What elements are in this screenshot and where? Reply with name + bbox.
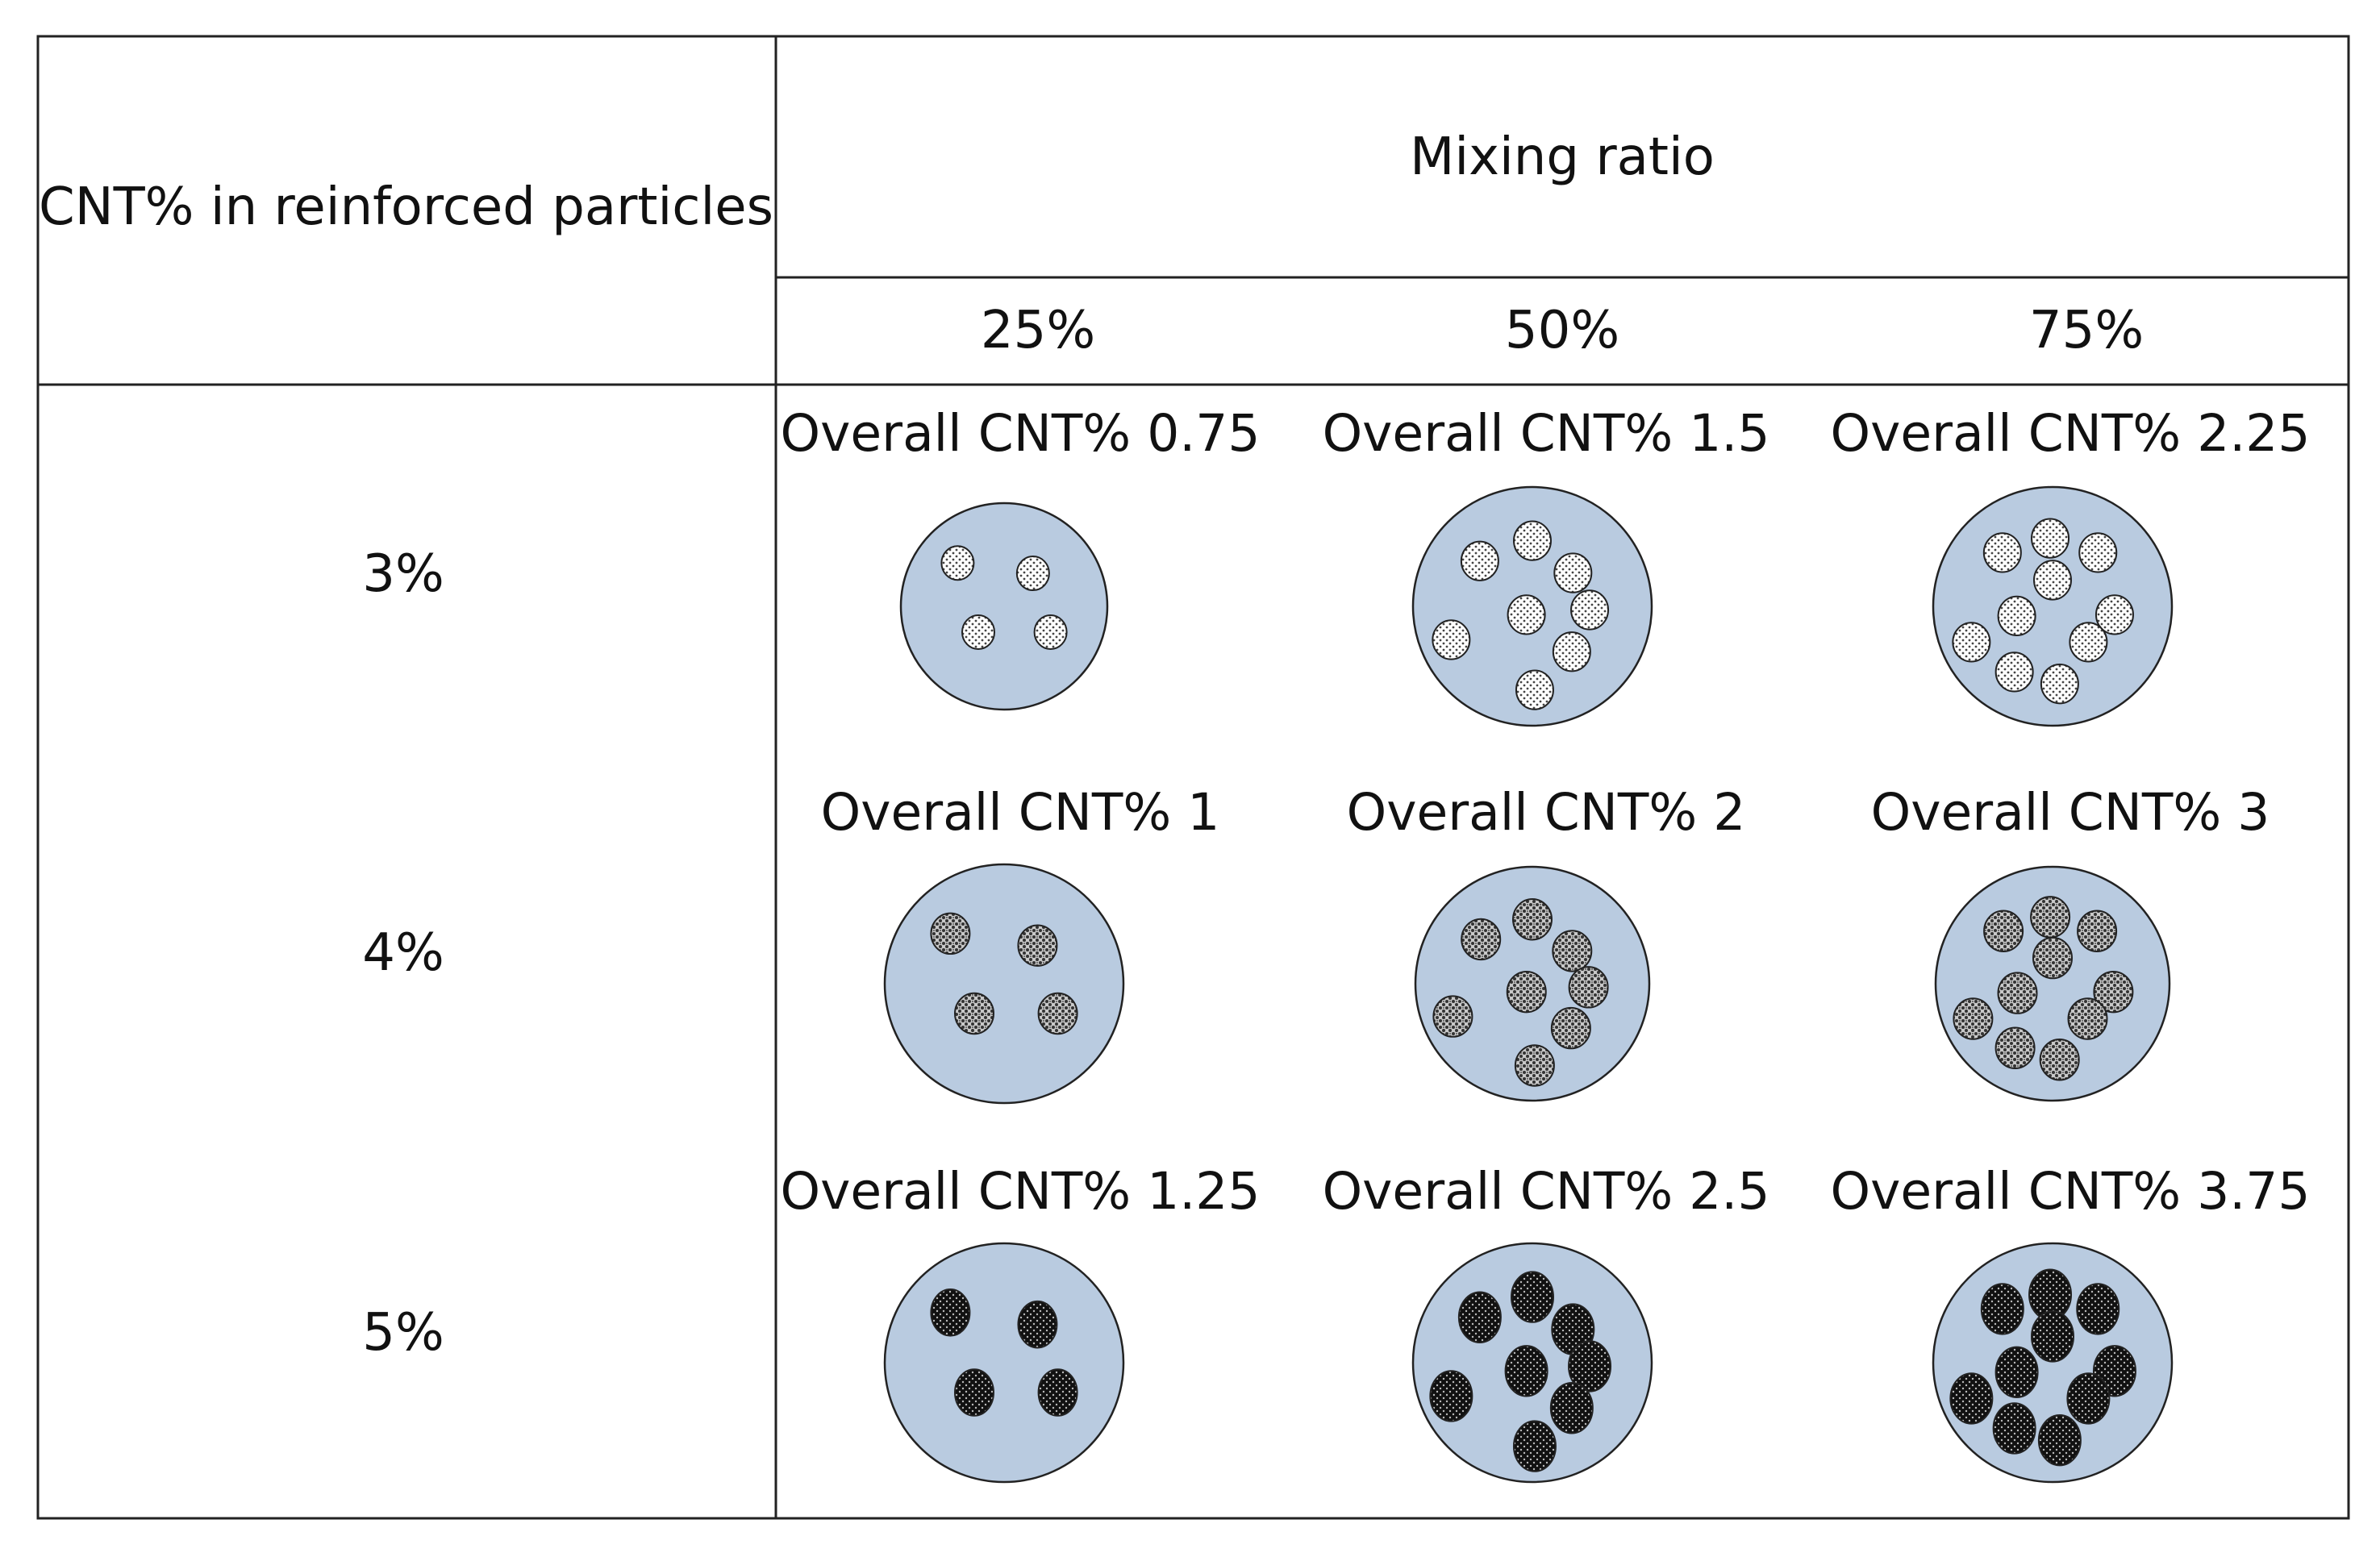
- particle-r2-c3-1: [1983, 910, 2024, 952]
- ratio-75: 75%: [2028, 301, 2145, 360]
- column-header-label: Mixing ratio: [1410, 127, 1715, 187]
- caption-r3-c3: Overall CNT% 3.75: [1830, 1161, 2311, 1221]
- particle-r1-c2-5: [1507, 594, 1546, 635]
- particle-r1-c3-1: [1982, 532, 2022, 573]
- particle-r1-c3-5: [1997, 595, 2036, 636]
- particle-r1-c1-1: [940, 545, 975, 581]
- particle-r1-c1-4: [1033, 614, 1068, 650]
- ratio-50: 50%: [1504, 301, 1620, 360]
- particle-r3-c1-4: [1037, 1368, 1078, 1417]
- particle-r3-c3-3: [2076, 1283, 2120, 1335]
- particle-r3-c3-10: [2066, 1372, 2111, 1425]
- particle-r3-c2-7: [1549, 1382, 1594, 1434]
- particle-r3-c2-5: [1504, 1345, 1548, 1397]
- particle-r3-c3-8: [1992, 1402, 2036, 1455]
- caption-r3-c2: Overall CNT% 2.5: [1322, 1161, 1770, 1221]
- particle-r1-c2-7: [1552, 631, 1591, 672]
- particle-r2-c2-2: [1512, 898, 1553, 941]
- particle-r2-c3-5: [1997, 972, 2038, 1014]
- caption-r1-c3: Overall CNT% 2.25: [1830, 403, 2311, 463]
- particle-r2-c3-6: [2093, 970, 2134, 1014]
- row-label-3pct: 3%: [362, 544, 444, 604]
- particle-r2-c2-8: [1514, 1044, 1555, 1087]
- particle-r3-c1-3: [954, 1368, 994, 1417]
- particle-r2-c2-3: [1552, 930, 1593, 972]
- particle-r2-c2-1: [1461, 918, 1502, 961]
- matrix-circle-r2-c1: [883, 863, 1125, 1105]
- particle-r3-c3-4: [2031, 1310, 2074, 1363]
- particle-r3-c3-9: [2037, 1414, 2082, 1467]
- particle-r3-c1-1: [930, 1288, 971, 1337]
- particle-r2-c3-9: [2039, 1039, 2080, 1081]
- ratio-25: 25%: [980, 301, 1096, 360]
- particle-r2-c3-3: [2077, 910, 2118, 952]
- particle-r3-c2-8: [1512, 1420, 1557, 1472]
- particle-r1-c3-8: [1994, 652, 2034, 693]
- particle-r1-c2-2: [1513, 520, 1552, 561]
- particle-r1-c1-2: [1015, 556, 1050, 592]
- particle-r2-c2-4: [1432, 995, 1473, 1038]
- particle-r3-c2-2: [1511, 1271, 1554, 1323]
- particle-r1-c2-4: [1432, 619, 1471, 660]
- matrix-circle-r3-c1: [883, 1242, 1125, 1484]
- particle-r1-c2-1: [1460, 540, 1499, 581]
- particle-r2-c1-4: [1037, 992, 1078, 1035]
- particle-r3-c1-2: [1017, 1300, 1058, 1349]
- particle-r1-c3-9: [2040, 664, 2079, 705]
- particle-r1-c2-8: [1515, 669, 1554, 710]
- particle-r1-c3-4: [2033, 560, 2072, 601]
- particle-r1-c3-6: [2094, 594, 2134, 635]
- particle-r2-c3-2: [2030, 896, 2071, 939]
- particle-r2-c2-5: [1506, 970, 1547, 1014]
- particle-r3-c2-1: [1457, 1291, 1502, 1343]
- matrix-circle-r1-c1: [899, 502, 1109, 711]
- particle-r2-c1-1: [930, 912, 971, 955]
- particle-r1-c3-3: [2078, 532, 2118, 573]
- particle-r2-c1-3: [954, 992, 994, 1035]
- particle-r3-c3-1: [1980, 1283, 2024, 1335]
- particle-r1-c2-3: [1553, 552, 1593, 593]
- particle-r2-c3-4: [2032, 936, 2073, 980]
- caption-r2-c2: Overall CNT% 2: [1346, 782, 1746, 842]
- caption-r2-c3: Overall CNT% 3: [1870, 782, 2270, 842]
- row-label-4pct: 4%: [362, 923, 444, 983]
- particle-r1-c3-7: [1952, 622, 1991, 663]
- particle-r1-c2-6: [1570, 589, 1610, 631]
- particle-r2-c2-7: [1550, 1006, 1591, 1050]
- particle-r1-c3-10: [2069, 622, 2108, 663]
- row-label-5pct: 5%: [362, 1303, 444, 1363]
- particle-r3-c3-5: [1994, 1346, 2039, 1399]
- caption-r2-c1: Overall CNT% 1: [820, 782, 1220, 842]
- caption-r3-c1: Overall CNT% 1.25: [780, 1161, 1261, 1221]
- particle-r2-c3-10: [2067, 997, 2108, 1040]
- particle-r2-c3-8: [1994, 1026, 2036, 1069]
- particle-r2-c3-7: [1953, 997, 1994, 1040]
- particle-r2-c1-2: [1017, 924, 1058, 967]
- particle-r3-c3-7: [1949, 1372, 1994, 1425]
- particle-r1-c1-3: [961, 614, 995, 650]
- caption-r1-c2: Overall CNT% 1.5: [1322, 403, 1770, 463]
- row-header-label: CNT% in reinforced particles: [39, 177, 773, 237]
- particle-r2-c2-6: [1568, 966, 1609, 1009]
- particle-r3-c2-6: [1568, 1340, 1612, 1393]
- particle-r1-c3-2: [2031, 518, 2070, 559]
- table-border: [36, 35, 2350, 1520]
- caption-r1-c1: Overall CNT% 0.75: [780, 403, 1261, 463]
- particle-r3-c2-4: [1429, 1370, 1473, 1422]
